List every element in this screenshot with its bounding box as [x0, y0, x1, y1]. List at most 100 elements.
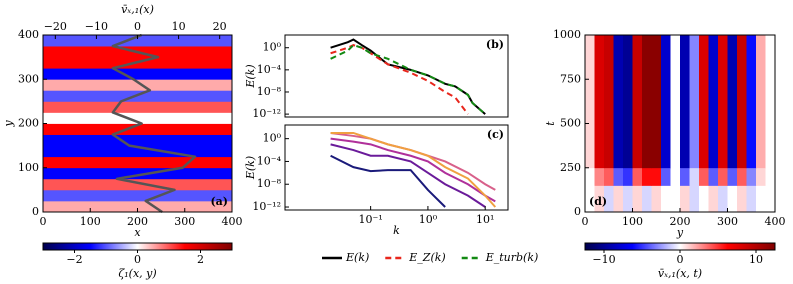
colorbar-tick-label: −2: [66, 253, 82, 266]
heatmap-cell: [651, 167, 662, 186]
heatmap-cell: [746, 35, 757, 169]
heatmap-cell: [670, 185, 681, 213]
heatmap-cell: [604, 35, 614, 169]
colorbar-label: v̄ₓ,₁(x, t): [658, 267, 702, 280]
y-tick-label: 0: [32, 205, 39, 218]
x-tick-label: 0: [582, 215, 589, 228]
spectrum-line: [330, 44, 469, 115]
y-axis-label: E(k): [244, 64, 257, 88]
heatmap-cell: [718, 35, 728, 169]
panel-label: (a): [210, 195, 228, 208]
x-tick-label: 200: [127, 215, 148, 228]
heatmap-cell: [43, 79, 233, 91]
y-tick-label: 10⁻¹²: [252, 200, 281, 213]
colorbar-tick-label: 0: [134, 253, 141, 266]
x-tick-label: 10⁰: [419, 213, 438, 226]
x2-tick-label: −10: [85, 20, 108, 33]
heatmap-cell: [613, 185, 624, 213]
x2-tick-label: 20: [213, 20, 227, 33]
heatmap-cell: [661, 35, 671, 169]
y-axis-label: E(k): [244, 156, 257, 180]
colorbar-tick-label: 0: [677, 253, 684, 266]
colorbar-tick-label: −10: [592, 253, 615, 266]
panel-label: (b): [486, 38, 504, 51]
heatmap-cell: [689, 185, 700, 213]
heatmap-cell: [43, 101, 233, 113]
heatmap-cell: [623, 35, 633, 169]
heatmap-cell: [642, 185, 652, 213]
legend-label: E(k): [345, 251, 369, 264]
heatmap-cell: [623, 185, 633, 213]
y-tick-label: 10⁻⁴: [257, 63, 282, 76]
heatmap-cell: [661, 185, 671, 213]
legend-label: E_turb(k): [485, 251, 539, 264]
x-tick-label: 400: [765, 215, 786, 228]
x-axis-label: x: [134, 226, 141, 239]
panel-label: (c): [487, 128, 504, 141]
spectrum-line: [330, 143, 486, 208]
heatmap-cell: [680, 185, 690, 213]
heatmap-cell: [43, 156, 233, 169]
y-tick-label: 10⁰: [263, 132, 282, 145]
heatmap-cell: [43, 178, 233, 191]
x2-axis-label: v̄ₓ,₁(x): [121, 3, 154, 16]
y-tick-label: 500: [560, 117, 581, 130]
x-tick-label: 10⁻¹: [359, 213, 383, 226]
heatmap-cell: [43, 134, 233, 147]
mean-profile: [111, 33, 197, 214]
heatmap-cell: [689, 35, 700, 169]
heatmap-cell: [623, 167, 633, 186]
colorbar-label: ζ₁(x, y): [118, 267, 156, 280]
heatmap-cell: [737, 185, 747, 213]
heatmap-cell: [43, 123, 233, 135]
heatmap-cell: [708, 185, 719, 213]
heatmap-cell: [765, 35, 776, 169]
heatmap-cell: [699, 185, 709, 213]
spectrum-line: [330, 137, 496, 203]
axes-frame: [284, 124, 509, 211]
heatmap-cell: [594, 167, 605, 186]
heatmap-cell: [746, 167, 757, 186]
heatmap-cell: [43, 200, 233, 213]
x-tick-label: 200: [670, 215, 691, 228]
axes-frame: [584, 34, 776, 213]
heatmap-cell: [43, 35, 233, 47]
heatmap-cell: [727, 167, 738, 186]
heatmap-cell: [661, 167, 671, 186]
y-tick-label: 10⁻⁴: [257, 154, 282, 167]
x-axis-label: y: [676, 226, 684, 239]
x-tick-label: 400: [222, 215, 243, 228]
y-tick-label: 250: [560, 161, 581, 174]
heatmap-cell: [756, 167, 766, 186]
y-tick-label: 750: [560, 72, 581, 85]
y-tick-label: 10⁻¹²: [252, 107, 281, 120]
x-tick-label: 100: [622, 215, 643, 228]
heatmap-cell: [43, 68, 233, 80]
heatmap-cell: [699, 167, 709, 186]
spectrum-line: [330, 131, 497, 208]
heatmap-cell: [604, 185, 614, 213]
x2-tick-label: −20: [44, 20, 67, 33]
colorbar-tick-label: 2: [197, 253, 204, 266]
heatmap-cell: [708, 35, 719, 169]
spectrum-line: [330, 43, 486, 115]
heatmap-cell: [594, 35, 605, 169]
heatmap-cell: [604, 167, 614, 186]
y-tick-label: 400: [18, 28, 39, 41]
heatmap-cell: [765, 167, 776, 186]
heatmap-cell: [727, 185, 738, 213]
colorbar: [42, 242, 233, 251]
colorbar: [584, 242, 776, 251]
heatmap-cell: [670, 167, 681, 186]
heatmap-cell: [727, 35, 738, 169]
heatmap-cell: [670, 35, 681, 169]
heatmap-cell: [642, 35, 652, 169]
heatmap-cell: [43, 167, 233, 180]
y-tick-label: 10⁻⁸: [257, 85, 282, 98]
x-axis-label: k: [393, 224, 400, 237]
heatmap-cell: [737, 35, 747, 169]
x2-tick-label: 0: [134, 20, 141, 33]
x-tick-label: 300: [717, 215, 738, 228]
panel-label: (d): [589, 195, 607, 208]
heatmap-cell: [689, 167, 700, 186]
